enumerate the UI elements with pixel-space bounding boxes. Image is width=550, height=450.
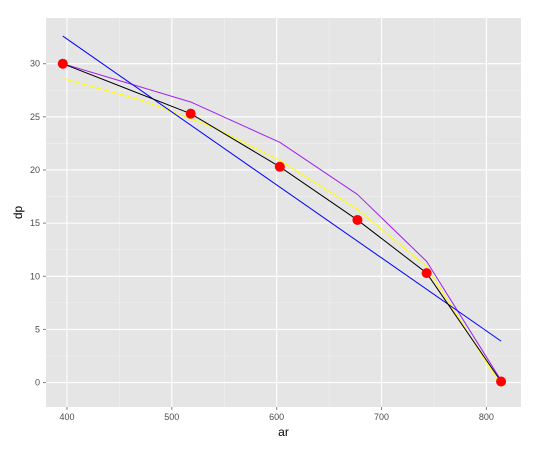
data-points [57,58,507,387]
series-lines [62,35,502,387]
y-tick-label: 25 [30,112,40,122]
y-tick-label: 10 [30,271,40,281]
data-point [57,58,68,69]
x-tick-label: 400 [59,412,74,422]
series-line-2 [62,78,502,387]
data-point [421,268,432,279]
y-tick-label: 5 [35,324,40,334]
major-gridlines [46,18,521,407]
x-tick-label: 600 [269,412,284,422]
x-axis-ticks: 400 500 600 700 800 [59,407,494,422]
x-tick-label: 700 [374,412,389,422]
series-line-3 [62,63,502,381]
data-point [185,108,196,119]
data-point [496,376,507,387]
data-point [274,161,285,172]
x-axis-title: ar [278,425,289,439]
y-tick-label: 30 [30,59,40,69]
y-axis-ticks: 0 5 10 15 20 25 30 [30,59,46,388]
plot-panel [46,18,521,407]
data-point [352,214,363,225]
y-axis-title: dp [11,206,25,220]
y-tick-label: 15 [30,218,40,228]
y-tick-label: 0 [35,378,40,388]
series-line-0 [62,63,502,382]
y-tick-label: 20 [30,165,40,175]
series-line-1 [62,35,502,342]
x-tick-label: 500 [164,412,179,422]
minor-gridlines [46,18,521,407]
x-tick-label: 800 [479,412,494,422]
